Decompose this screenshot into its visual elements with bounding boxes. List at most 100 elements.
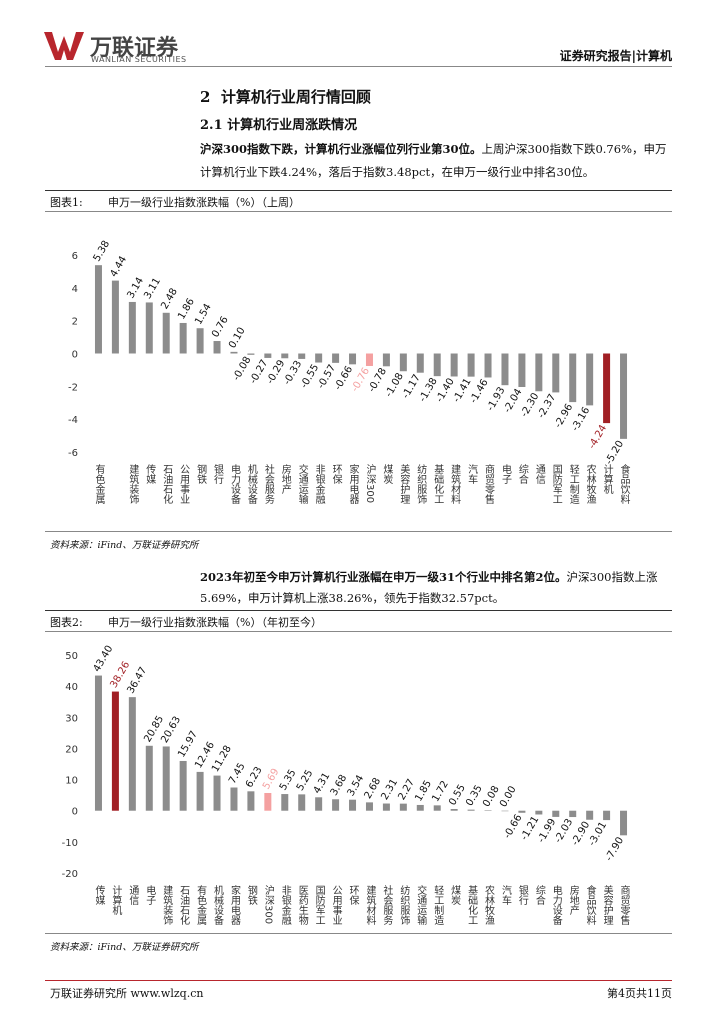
y-tick-label: -10	[62, 838, 78, 849]
bar	[467, 809, 475, 811]
bar	[569, 810, 577, 818]
figure-rule	[45, 933, 672, 934]
bar	[298, 794, 306, 811]
data-label: -4.24	[587, 423, 609, 451]
bar	[535, 353, 543, 392]
bar	[433, 353, 441, 377]
source: 资料来源：iFind、万联证券研究所	[50, 942, 199, 953]
x-tick-label: 美容护理	[398, 463, 410, 504]
data-label: 0.08	[481, 784, 502, 809]
x-tick-label: 汽车	[499, 884, 511, 906]
bar	[196, 771, 204, 811]
x-tick-label: 房地产	[279, 463, 291, 495]
figure-title: 申万一级行业指数涨跌幅（%）（上周）	[108, 196, 300, 209]
section-subtitle: 2.1 计算机行业周涨跌情况	[200, 118, 358, 133]
figure-rule	[45, 531, 672, 532]
bar	[332, 799, 340, 811]
x-tick-label: 房地产	[567, 884, 579, 916]
chart: -6-4-20246有色金属5.384.44建筑装饰3.14传媒3.11石油石化…	[68, 239, 630, 505]
bar	[501, 810, 509, 812]
x-tick-label: 社会服务	[381, 884, 393, 926]
data-label: 0.76	[210, 315, 231, 340]
bar	[196, 328, 204, 354]
x-tick-label: 纺织服饰	[398, 884, 410, 926]
paragraph-text: 沪深300指数上涨5.69%，申万计算机上涨38.26%，领先于指数32.57p…	[200, 570, 658, 605]
x-tick-label: 机械设备	[212, 884, 224, 926]
x-tick-label: 基础化工	[466, 884, 478, 925]
x-tick-label: 建筑装饰	[161, 884, 173, 926]
bar	[213, 341, 221, 354]
data-label: 2.31	[379, 777, 400, 802]
bar	[501, 353, 509, 386]
bar	[365, 353, 373, 366]
bar	[518, 353, 526, 387]
bar	[552, 353, 560, 393]
bar	[128, 301, 136, 354]
x-tick-label: 非银金融	[313, 464, 325, 505]
bar	[230, 787, 238, 811]
bar	[399, 803, 407, 811]
x-tick-label: 建筑材料	[449, 463, 461, 505]
bar	[382, 353, 390, 367]
x-tick-label: 环保	[330, 464, 342, 485]
header-rule	[45, 66, 672, 67]
x-tick-label: 国防军工	[550, 464, 562, 504]
brand-en: WANLIAN SECURITIES	[91, 55, 187, 64]
x-tick-label: 交通运输	[296, 463, 308, 505]
bar	[281, 353, 289, 359]
bar	[94, 265, 102, 354]
data-label: 2.48	[159, 287, 180, 312]
figure-label: 图表1:	[50, 196, 83, 209]
x-tick-label: 医药生物	[296, 885, 308, 926]
bar	[315, 797, 323, 811]
y-tick-label: 0	[72, 807, 78, 818]
x-tick-label: 电力设备	[550, 884, 562, 926]
bar	[552, 810, 560, 817]
x-tick-label: 汽车	[466, 463, 478, 485]
x-tick-label: 银行	[212, 463, 224, 485]
y-tick-label: 20	[65, 744, 78, 755]
bar	[349, 353, 357, 365]
x-tick-label: 沪深300	[364, 463, 376, 503]
x-tick-label: 轻工制造	[432, 884, 444, 925]
y-tick-label: 10	[65, 776, 78, 787]
bar	[620, 353, 628, 439]
x-tick-label: 食品饮料	[618, 463, 630, 505]
x-tick-label: 纺织服饰	[415, 463, 427, 505]
data-label: 0.00	[498, 784, 519, 809]
paragraph: 2023年初至今申万计算机行业涨幅在申万一级31个行业中排名第2位。沪深300指…	[200, 567, 674, 609]
x-tick-label: 食品饮料	[584, 884, 596, 926]
bar	[162, 312, 170, 354]
paragraph: 沪深300指数下跌，计算机行业涨幅位列行业第30位。上周沪深300指数下跌0.7…	[200, 138, 674, 184]
x-tick-label: 国防军工	[313, 885, 325, 925]
data-label: 15.97	[176, 729, 200, 759]
x-tick-label: 石油石化	[161, 464, 173, 504]
y-tick-label: 0	[72, 350, 78, 361]
bar	[365, 802, 373, 811]
data-label: 1.86	[176, 297, 197, 322]
paragraph-text: 上周沪深300指数下跌0.76%，申万计算机行业下跌4.24%，落后于指数3.4…	[200, 142, 667, 179]
x-tick-label: 煤炭	[449, 884, 461, 906]
x-tick-label: 综合	[516, 463, 528, 485]
x-tick-label: 公用事业	[178, 464, 190, 504]
figure-header	[45, 190, 672, 212]
y-tick-label: -2	[68, 382, 78, 393]
bar	[247, 791, 255, 811]
paragraph-bold: 沪深300指数下跌，计算机行业涨幅位列行业第30位。	[200, 142, 482, 156]
data-label: 0.10	[227, 326, 248, 351]
x-tick-label: 社会服务	[262, 463, 274, 505]
x-tick-label: 农林牧渔	[584, 463, 596, 505]
bar	[213, 775, 221, 811]
x-tick-label: 家用电器	[347, 463, 359, 505]
x-tick-label: 计算机	[601, 463, 613, 495]
x-tick-label: 建筑装饰	[127, 463, 139, 505]
x-tick-label: 非银金融	[279, 885, 291, 926]
figure-header	[45, 610, 672, 632]
y-tick-label: 4	[72, 284, 78, 295]
x-tick-label: 综合	[533, 884, 545, 906]
y-tick-label: -6	[68, 448, 78, 459]
bar	[179, 322, 187, 354]
bar	[620, 810, 628, 836]
bar	[264, 792, 272, 811]
bar	[382, 803, 390, 811]
